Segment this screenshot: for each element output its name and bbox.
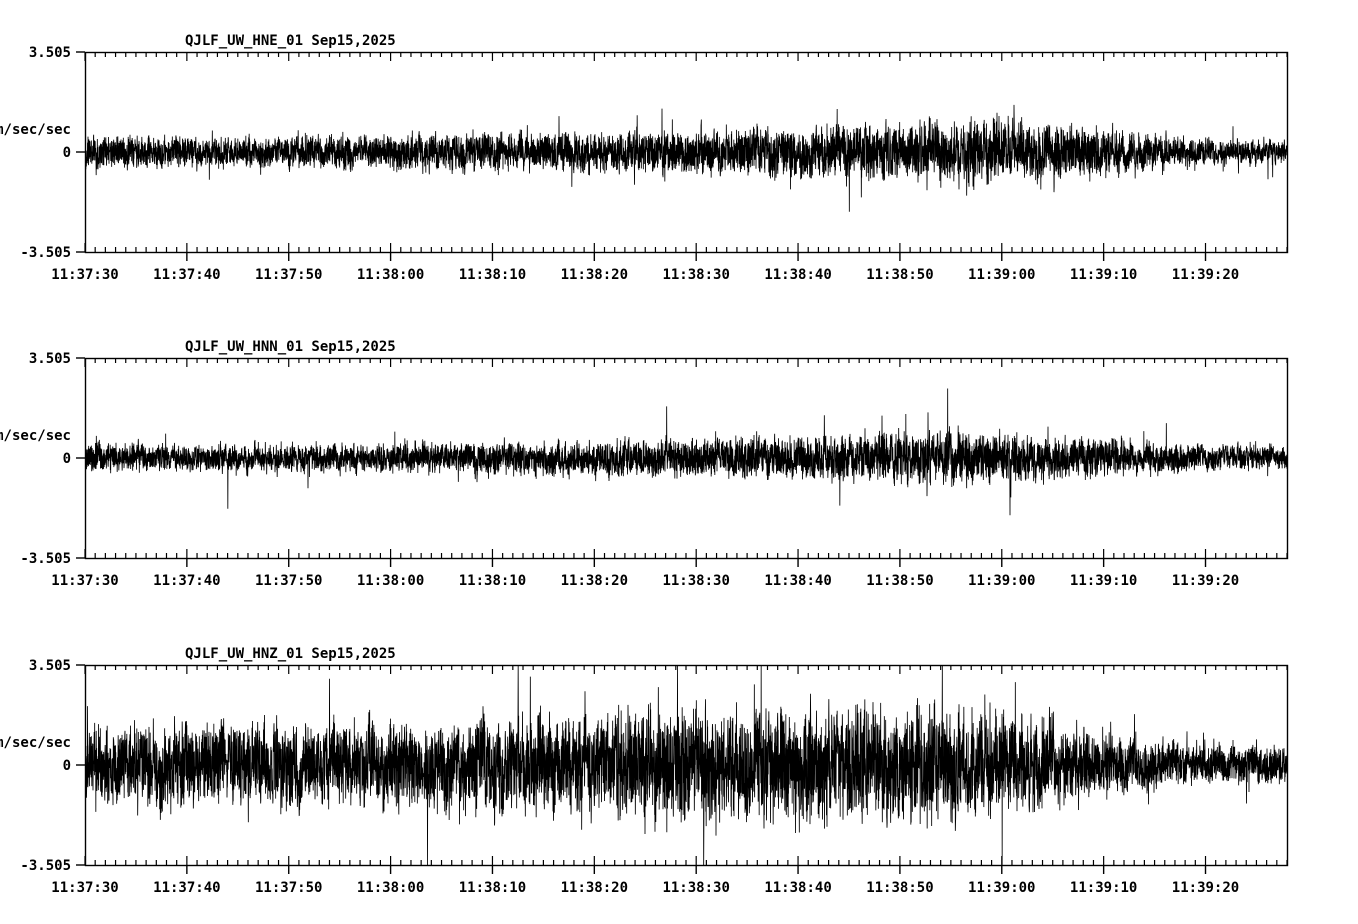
x-tick-label: 11:38:10 [459,573,526,589]
x-tick-label: 11:38:40 [764,573,831,589]
x-tick-label: 11:39:10 [1070,573,1137,589]
x-tick-label: 11:38:10 [459,267,526,283]
y-tick-label: 0 [63,145,71,161]
x-tick-label: 11:39:10 [1070,267,1137,283]
x-tick-label: 11:38:20 [561,267,628,283]
x-tick-label: 11:37:30 [51,573,118,589]
x-tick-label: 11:38:50 [866,880,933,896]
x-tick-label: 11:38:00 [357,880,424,896]
y-tick-label: 0 [63,451,71,467]
y-tick-label: -3.505 [20,245,71,261]
x-tick-label: 11:37:50 [255,267,322,283]
waveform-layer [85,665,1287,865]
x-tick-label: 11:39:20 [1172,573,1239,589]
y-axis-unit-label: cm/sec/sec [0,122,71,138]
x-axis-ticks [84,358,1288,567]
x-tick-label: 11:37:40 [153,880,220,896]
x-tick-label: 11:38:30 [662,573,729,589]
y-tick-label: -3.505 [20,858,71,874]
x-tick-label: 11:37:50 [255,880,322,896]
x-tick-label: 11:38:50 [866,573,933,589]
y-tick-label: 3.505 [29,351,71,367]
x-tick-label: 11:39:00 [968,880,1035,896]
x-tick-label: 11:38:30 [662,880,729,896]
y-tick-label: 3.505 [29,658,71,674]
y-axis-ticks [76,664,85,866]
panel-title: QJLF_UW_HNZ_01 Sep15,2025 [185,646,396,662]
x-tick-label: 11:37:50 [255,573,322,589]
y-tick-label: 3.505 [29,45,71,61]
x-tick-label: 11:37:30 [51,267,118,283]
y-tick-label: 0 [63,758,71,774]
x-tick-label: 11:38:40 [764,267,831,283]
x-tick-label: 11:38:10 [459,880,526,896]
x-tick-label: 11:37:40 [153,573,220,589]
x-tick-label: 11:37:40 [153,267,220,283]
x-axis-ticks [84,665,1288,874]
x-tick-label: 11:39:20 [1172,880,1239,896]
waveform-trace [85,104,1287,212]
x-tick-label: 11:37:30 [51,880,118,896]
panel-title: QJLF_UW_HNN_01 Sep15,2025 [185,339,396,355]
y-tick-label: -3.505 [20,551,71,567]
y-axis-ticks [76,51,85,253]
x-tick-label: 11:38:30 [662,267,729,283]
waveform-layer [85,388,1287,516]
x-tick-label: 11:39:00 [968,267,1035,283]
x-tick-label: 11:38:00 [357,267,424,283]
waveform-layer [85,104,1287,212]
y-axis-ticks [76,357,85,559]
y-axis-unit-label: cm/sec/sec [0,735,71,751]
x-tick-label: 11:38:40 [764,880,831,896]
waveform-trace [85,665,1287,865]
x-tick-label: 11:39:00 [968,573,1035,589]
x-tick-label: 11:38:00 [357,573,424,589]
x-tick-label: 11:38:20 [561,880,628,896]
panel-title: QJLF_UW_HNE_01 Sep15,2025 [185,33,396,49]
y-axis-unit-label: cm/sec/sec [0,428,71,444]
x-tick-label: 11:39:20 [1172,267,1239,283]
waveform-trace [85,388,1287,516]
x-tick-label: 11:39:10 [1070,880,1137,896]
x-tick-label: 11:38:50 [866,267,933,283]
x-tick-label: 11:38:20 [561,573,628,589]
x-axis-ticks [84,52,1288,261]
